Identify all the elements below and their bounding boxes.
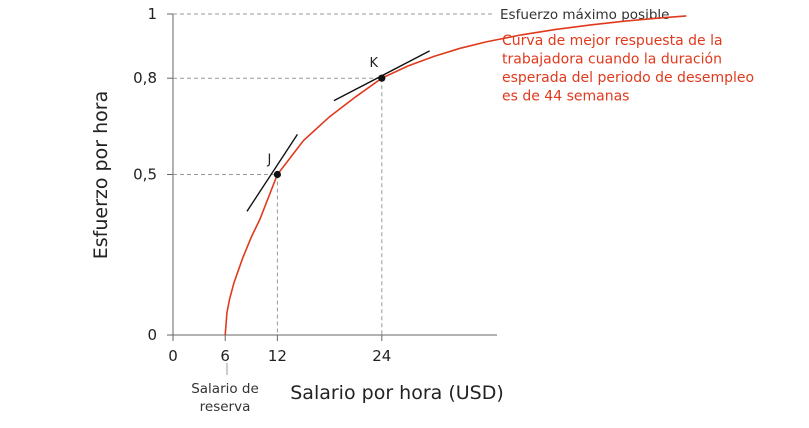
point-k (378, 74, 386, 82)
point-label-j: J (266, 153, 271, 168)
curve-label: Curva de mejor respuesta de la trabajador… (502, 33, 754, 105)
x-axis: 0 6 12 24 (168, 334, 497, 365)
reservation-wage-label-line1: Salario de (191, 381, 259, 397)
curve-label-line: trabajadora cuando la duración (502, 52, 722, 68)
point-j (273, 170, 281, 179)
y-tick-label: 1 (147, 5, 157, 23)
best-response-curve (224, 15, 687, 336)
reservation-wage-label-line2: reserva (200, 399, 251, 415)
tangent-j (246, 133, 298, 212)
max-effort-label: Esfuerzo máximo posible (500, 7, 669, 23)
y-axis-title: Esfuerzo por hora (90, 91, 112, 259)
curve-label-line: esperada del periodo de desempleo (502, 70, 754, 86)
y-tick-label: 0,8 (133, 69, 157, 87)
dashed-guides (173, 77, 383, 335)
y-tick-label: 0,5 (133, 166, 157, 184)
x-tick-label: 0 (168, 347, 178, 365)
x-axis-title: Salario por hora (USD) (290, 382, 504, 404)
x-tick-label: 24 (372, 347, 391, 365)
curve-label-line: Curva de mejor respuesta de la (502, 33, 723, 49)
y-axis: 0 0,5 0,8 1 (133, 5, 174, 344)
x-tick-label: 12 (268, 347, 287, 365)
y-tick-label: 0 (147, 326, 157, 344)
tangent-lines (246, 50, 430, 212)
curve-label-line: es de 44 semanas (502, 89, 629, 105)
x-tick-label: 6 (220, 347, 230, 365)
point-label-k: K (370, 56, 379, 71)
curve-points: JK (266, 56, 386, 179)
